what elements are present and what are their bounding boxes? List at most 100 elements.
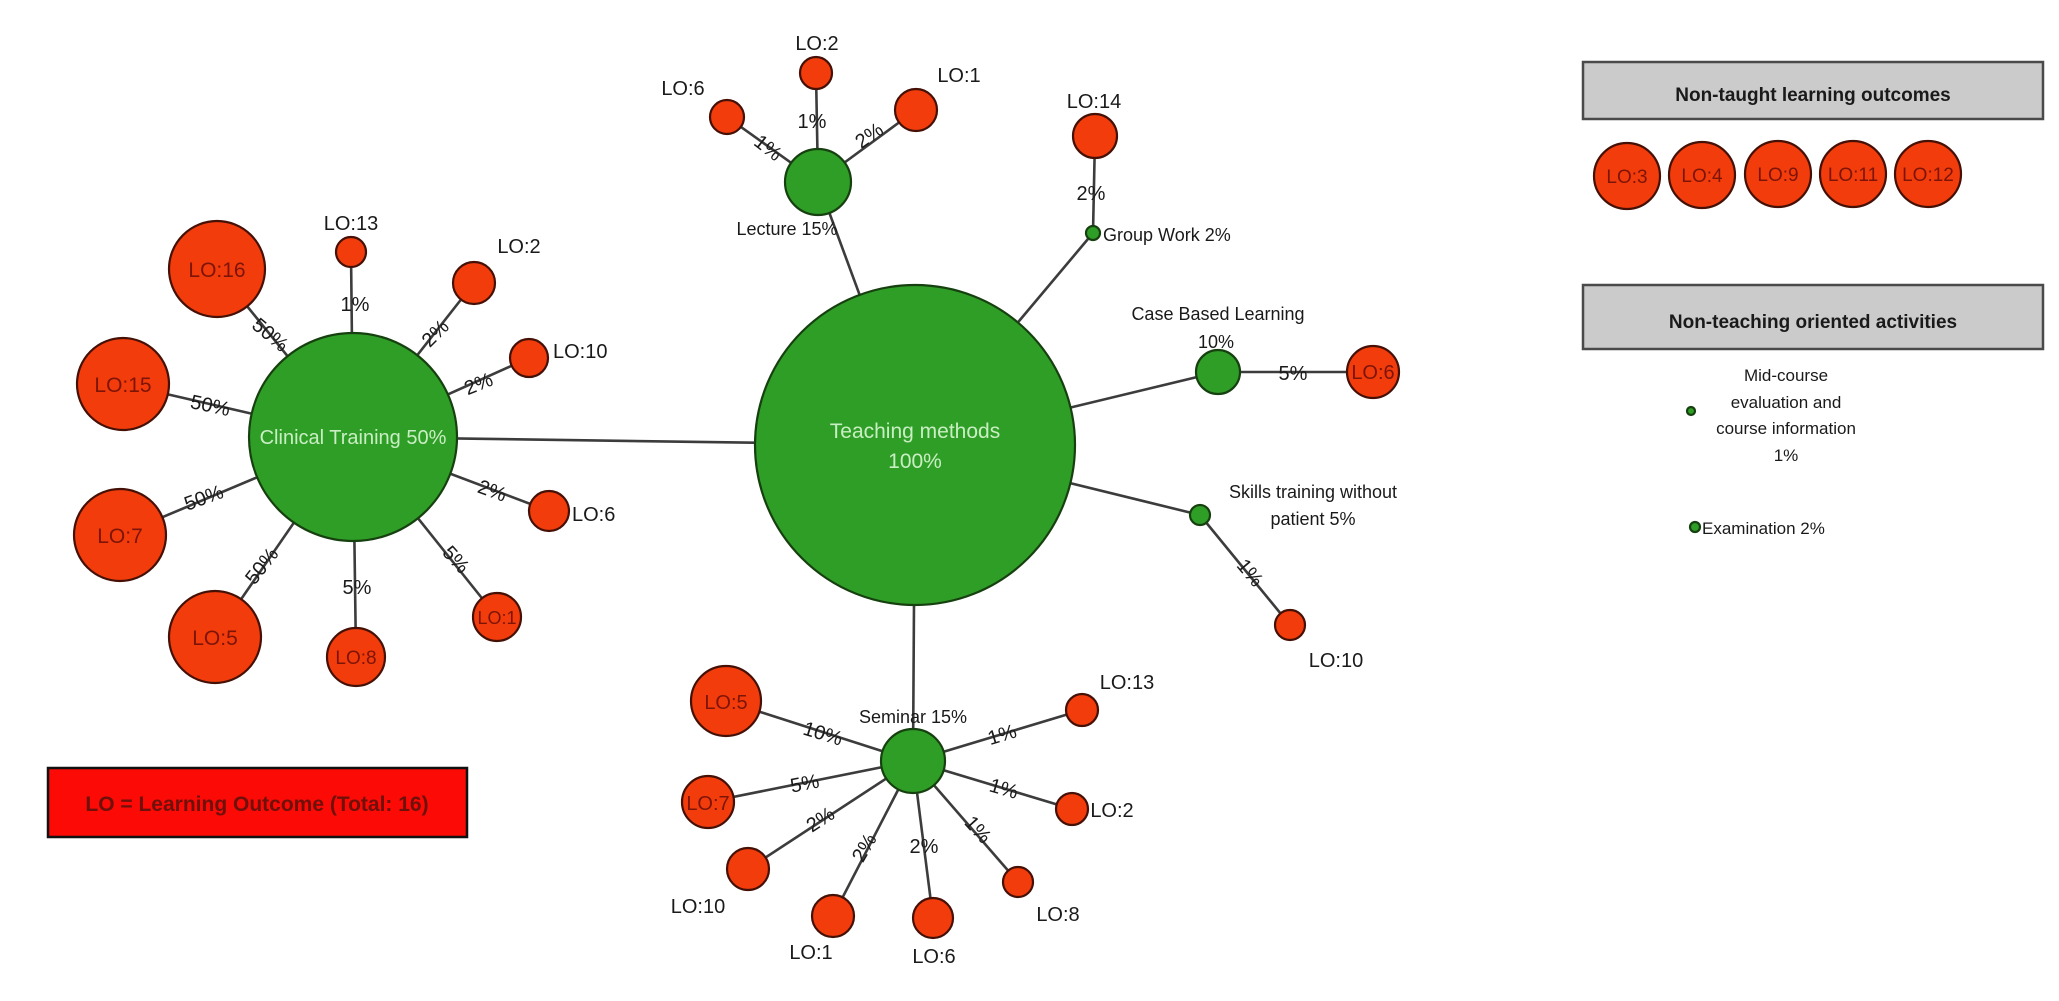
lo6-casebased-label: LO:6 — [1351, 362, 1394, 384]
pct-clinical-lo5: 50% — [241, 544, 283, 589]
node-lo6-seminar — [911, 896, 955, 940]
node-teaching-methods — [753, 283, 1077, 607]
node-lo5-clinical — [167, 589, 263, 685]
group-work-label: Group Work 2% — [1103, 225, 1231, 245]
lo13-seminar-label: LO:13 — [1100, 672, 1154, 694]
lo6-seminar-label: LO:6 — [912, 946, 955, 968]
lo8-clinical-label: LO:8 — [335, 648, 376, 669]
pct-clinical-lo8: 5% — [343, 577, 372, 599]
pct-lecture-lo2: 1% — [798, 111, 827, 133]
node-labels: Teaching methods 100% Clinical Training … — [94, 33, 1397, 968]
pct-seminar-lo6: 2% — [910, 836, 939, 858]
node-lo9-legend — [1743, 139, 1813, 209]
node-clinical-training — [247, 331, 459, 543]
examination-label: Examination 2% — [1702, 519, 1825, 538]
node-lo4-legend — [1667, 140, 1737, 210]
node-lo2-lecture — [798, 55, 834, 91]
node-lo16-clinical — [167, 219, 267, 319]
pct-lecture-lo1: 2% — [851, 119, 887, 154]
node-lo2-seminar — [1054, 791, 1090, 827]
lo10-clinical-label: LO:10 — [553, 341, 607, 363]
case-based-label-line2: 10% — [1198, 332, 1234, 352]
node-lo1-lecture — [893, 87, 939, 133]
lo8-seminar-label: LO:8 — [1036, 904, 1079, 926]
teaching-methods-label-line2: 100% — [888, 450, 942, 473]
mid-course-label-line2: evaluation and — [1731, 393, 1842, 412]
node-lo7-seminar — [680, 774, 736, 830]
legend-non-teaching: Non-teaching oriented activities Mid-cou… — [1581, 283, 2045, 538]
skills-label-line1: Skills training without — [1229, 482, 1397, 502]
pct-seminar-lo1: 2% — [848, 830, 882, 866]
pct-seminar-lo7: 5% — [789, 771, 822, 798]
node-lo7-clinical — [72, 487, 168, 583]
case-based-label-line1: Case Based Learning — [1131, 304, 1304, 324]
mid-course-label-line1: Mid-course — [1744, 366, 1828, 385]
pct-clinical-lo16: 50% — [247, 314, 292, 357]
node-lo10-skills — [1273, 608, 1307, 642]
lo16-clinical-label: LO:16 — [188, 259, 245, 282]
lo14-groupwork-label: LO:14 — [1067, 91, 1121, 113]
pct-clinical-lo6: 2% — [475, 476, 510, 507]
node-lo13-clinical — [334, 235, 368, 269]
node-lo8-seminar — [1001, 865, 1035, 899]
pct-seminar-lo13: 1% — [985, 720, 1019, 750]
lo9-legend-label: LO:9 — [1757, 165, 1798, 186]
edge-seminar-lo7 — [707, 759, 914, 804]
node-lo1-clinical — [471, 591, 523, 643]
lo12-legend-label: LO:12 — [1902, 165, 1954, 186]
node-case-based-learning — [1194, 348, 1242, 396]
pct-seminar-lo5: 10% — [800, 718, 845, 751]
pct-clinical-lo10: 2% — [461, 369, 496, 400]
lo1-seminar-label: LO:1 — [789, 942, 832, 964]
pct-groupwork-lo14: 2% — [1077, 183, 1106, 205]
lo1-lecture-label: LO:1 — [937, 65, 980, 87]
node-lo6-lecture — [708, 98, 746, 136]
pct-clinical-lo7: 50% — [181, 481, 226, 515]
lo7-clinical-label: LO:7 — [97, 525, 143, 548]
examination-dot — [1688, 520, 1702, 534]
node-lo14-groupwork — [1071, 112, 1119, 160]
lo11-legend-label: LO:11 — [1828, 165, 1878, 186]
node-lo3-legend — [1592, 141, 1662, 211]
note-box — [46, 766, 469, 839]
lo1-clinical-label: LO:1 — [477, 608, 516, 628]
clinical-training-label: Clinical Training 50% — [260, 427, 447, 449]
lo10-seminar-label: LO:10 — [671, 896, 725, 918]
node-group-work — [1084, 224, 1102, 242]
pct-casebased-lo6: 5% — [1279, 363, 1308, 385]
teaching-methods-label-line1: Teaching methods — [830, 420, 1000, 443]
node-lo1-seminar — [810, 893, 856, 939]
lo5-clinical-label: LO:5 — [192, 627, 238, 650]
node-lo2-clinical — [451, 260, 497, 306]
skills-label-line2: patient 5% — [1270, 509, 1355, 529]
legend-non-taught-title: Non-taught learning outcomes — [1675, 85, 1951, 106]
pct-seminar-lo2: 1% — [987, 775, 1021, 804]
note-text: LO = Learning Outcome (Total: 16) — [85, 793, 428, 816]
legend-non-teaching-title: Non-teaching oriented activities — [1669, 312, 1957, 333]
lo7-seminar-label: LO:7 — [686, 793, 729, 815]
pct-seminar-lo8: 1% — [960, 812, 996, 848]
lo2-clinical-label: LO:2 — [497, 236, 540, 258]
lo13-clinical-label: LO:13 — [324, 213, 378, 235]
lo2-lecture-label: LO:2 — [795, 33, 838, 55]
mid-course-label-line3: course information — [1716, 419, 1856, 438]
legend-non-taught: Non-taught learning outcomes LO:3 LO:4 L… — [1581, 60, 2045, 211]
pct-seminar-lo10: 2% — [803, 803, 839, 837]
note-box-group: LO = Learning Outcome (Total: 16) — [46, 766, 469, 839]
lo6-clinical-label: LO:6 — [572, 504, 615, 526]
node-lo6-clinical — [527, 489, 571, 533]
mid-course-dot — [1685, 405, 1697, 417]
node-lo5-seminar — [689, 664, 763, 738]
mid-course-label-line4: 1% — [1774, 446, 1799, 465]
lo10-skills-label: LO:10 — [1309, 650, 1363, 672]
node-lo12-legend — [1893, 139, 1963, 209]
node-lo6-casebased — [1345, 344, 1401, 400]
lo15-clinical-label: LO:15 — [94, 374, 151, 397]
nodes — [72, 55, 1401, 940]
lecture-label: Lecture 15% — [736, 219, 837, 239]
seminar-label: Seminar 15% — [859, 707, 967, 727]
legend-non-teaching-header-box — [1581, 283, 2045, 351]
node-seminar — [879, 727, 947, 795]
